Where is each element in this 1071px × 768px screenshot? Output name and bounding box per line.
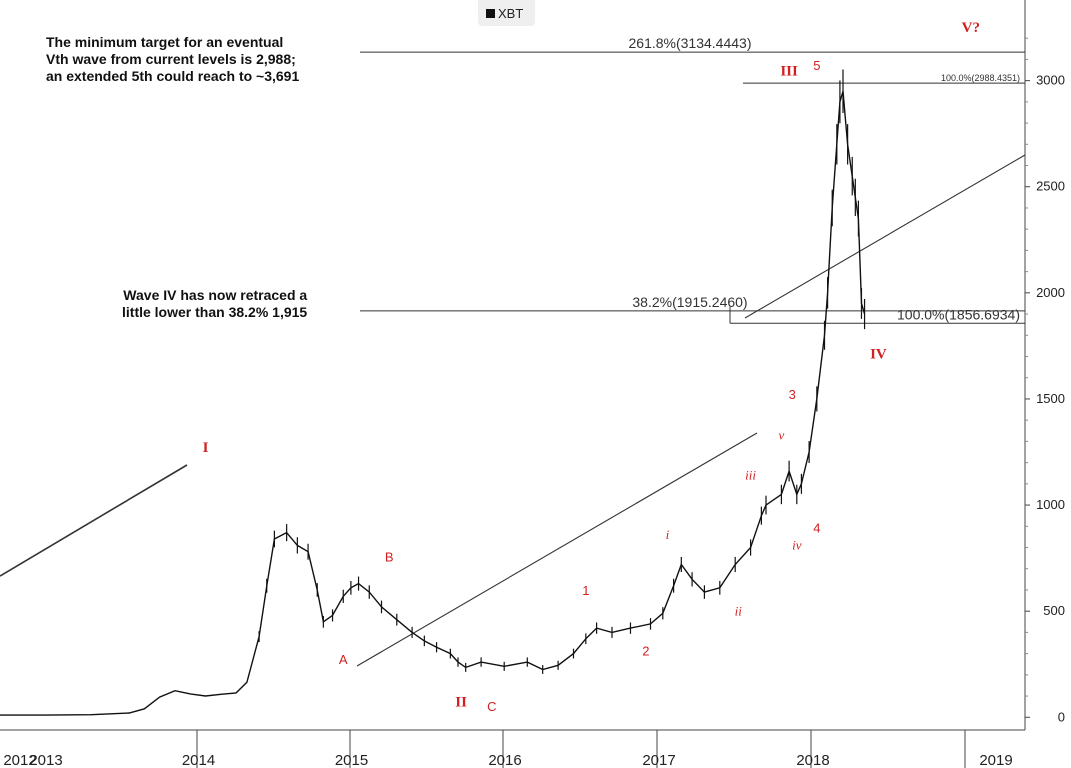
fib-label-100-lower: 100.0%(1856.6934) — [897, 306, 1020, 322]
target-note-line-1: The minimum target for an eventual — [46, 34, 284, 50]
wave-label-3: 3 — [789, 387, 796, 402]
trendline-1 — [0, 464, 188, 577]
fib-label-382: 38.2%(1915.2460) — [632, 294, 747, 310]
trendline-2 — [356, 432, 758, 667]
wave-label-iv: iv — [792, 538, 802, 553]
wave-label-1: 1 — [582, 583, 589, 598]
retrace-note-line-2: little lower than 38.2% 1,915 — [122, 304, 308, 320]
fib-label-100-upper: 100.0%(2988.4351) — [941, 73, 1020, 83]
retrace-note-line-1: Wave IV has now retraced a — [123, 287, 308, 303]
y-tick-label: 2500 — [1036, 179, 1065, 194]
wave-label-C: C — [487, 699, 496, 714]
wave-label-B: B — [385, 549, 394, 564]
y-tick-label: 0 — [1058, 709, 1065, 724]
fib-label-261: 261.8%(3134.4443) — [629, 35, 752, 51]
wave-label-4: 4 — [813, 521, 820, 536]
trendline-3 — [744, 154, 1026, 319]
y-tick-label: 500 — [1043, 603, 1065, 618]
wave-label-5: 5 — [813, 58, 820, 73]
wave-label-III: III — [780, 63, 798, 79]
wave-label-II: II — [455, 695, 467, 711]
wave-label-Vq: V? — [962, 20, 980, 36]
x-tick-label: 2012 — [3, 752, 36, 768]
wave-label-2: 2 — [642, 644, 649, 659]
y-tick-label: 3000 — [1036, 73, 1065, 88]
legend-label: XBT — [498, 5, 524, 21]
y-tick-label: 1000 — [1036, 497, 1065, 512]
x-tick-label: 2019 — [979, 752, 1012, 768]
x-tick-label: 2018 — [796, 752, 829, 768]
wave-label-iii: iii — [745, 468, 756, 483]
legend-swatch — [486, 8, 495, 18]
wave-label-IV: IV — [870, 347, 887, 363]
wave-label-I: I — [203, 440, 209, 456]
wave-label-v: v — [779, 427, 785, 442]
target-note: The minimum target for an eventual Vth w… — [46, 34, 299, 85]
target-note-line-3: an extended 5th could reach to ~3,691 — [46, 68, 300, 84]
x-tick-label: 2014 — [182, 752, 215, 768]
price-series — [0, 69, 866, 716]
target-note-line-2: Vth wave from current levels is 2,988; — [46, 51, 296, 67]
x-tick-label: 2016 — [488, 752, 521, 768]
x-tick-label: 2013 — [29, 752, 62, 768]
wave-label-A: A — [339, 652, 348, 667]
x-tick-label: 2015 — [335, 752, 368, 768]
x-tick-label: 2017 — [642, 752, 675, 768]
price-line — [0, 91, 866, 716]
y-tick-label: 2000 — [1036, 285, 1065, 300]
retrace-note: Wave IV has now retraced a little lower … — [122, 287, 307, 321]
wave-label-ii: ii — [735, 603, 743, 618]
y-tick-label: 1500 — [1036, 391, 1065, 406]
legend: XBT — [478, 0, 536, 26]
wave-label-i: i — [666, 527, 670, 542]
